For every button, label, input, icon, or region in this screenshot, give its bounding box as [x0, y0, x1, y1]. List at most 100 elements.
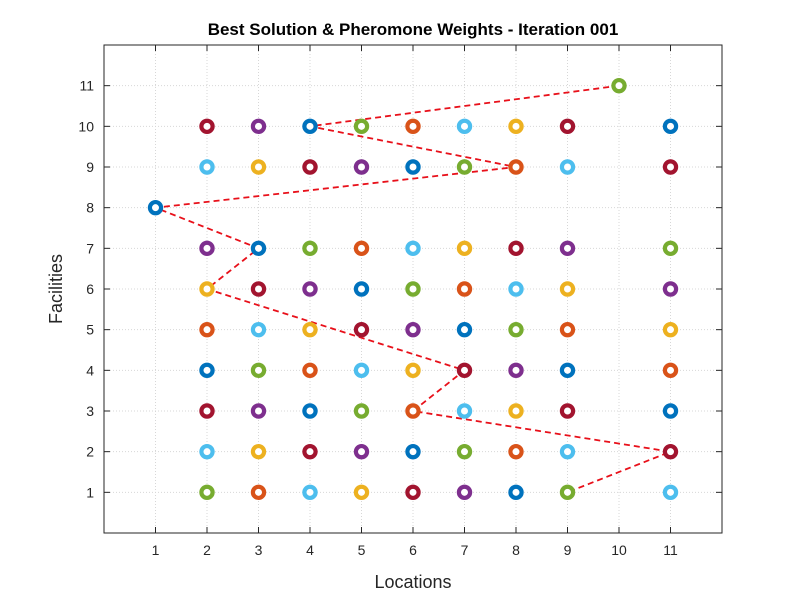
data-point	[456, 443, 473, 460]
data-point	[456, 118, 473, 135]
data-point	[199, 118, 215, 135]
data-point	[405, 159, 421, 175]
y-tick-label: 5	[86, 322, 94, 338]
data-point	[250, 281, 267, 297]
data-point	[456, 281, 473, 297]
points-layer	[147, 77, 679, 501]
x-tick-label: 7	[461, 542, 469, 558]
data-point	[559, 118, 576, 135]
data-point	[508, 403, 524, 419]
data-point	[199, 443, 215, 460]
y-tick-label: 4	[86, 362, 94, 378]
data-point	[662, 403, 679, 419]
data-point	[302, 118, 318, 135]
data-point	[302, 321, 318, 338]
data-point	[405, 443, 421, 460]
data-point	[250, 240, 267, 257]
data-point	[662, 118, 679, 135]
data-point	[559, 159, 576, 175]
x-tick-label: 2	[203, 542, 211, 558]
data-point	[199, 159, 215, 175]
data-point	[508, 159, 524, 175]
data-point	[662, 321, 679, 338]
y-axis-label: Facilities	[46, 254, 66, 324]
data-point	[662, 240, 679, 257]
data-point	[302, 159, 318, 175]
data-point	[405, 403, 421, 419]
data-point	[662, 443, 679, 460]
data-point	[662, 362, 679, 379]
x-tick-label: 10	[611, 542, 627, 558]
data-point	[559, 484, 576, 501]
y-tick-label: 3	[86, 403, 94, 419]
x-tick-label: 5	[358, 542, 366, 558]
data-point	[405, 362, 421, 379]
data-point	[508, 240, 524, 257]
x-tick-label: 3	[255, 542, 263, 558]
data-point	[405, 484, 421, 501]
data-point	[302, 443, 318, 460]
data-point	[456, 484, 473, 501]
data-point	[611, 77, 627, 94]
data-point	[250, 362, 267, 379]
data-point	[353, 362, 370, 379]
data-point	[250, 321, 267, 338]
x-tick-label: 8	[512, 542, 520, 558]
data-point	[559, 240, 576, 257]
data-point	[250, 118, 267, 135]
data-point	[199, 403, 215, 419]
data-point	[456, 403, 473, 419]
data-point	[250, 403, 267, 419]
data-point	[559, 281, 576, 297]
data-point	[508, 321, 524, 338]
y-tick-label: 2	[86, 444, 94, 460]
data-point	[147, 199, 164, 216]
data-point	[508, 281, 524, 297]
data-point	[456, 362, 473, 379]
data-point	[199, 362, 215, 379]
data-point	[250, 484, 267, 501]
data-point	[199, 484, 215, 501]
data-point	[250, 443, 267, 460]
y-tick-label: 7	[86, 240, 94, 256]
data-point	[405, 281, 421, 297]
data-point	[456, 159, 473, 175]
y-tick-label: 11	[79, 78, 94, 94]
data-point	[559, 403, 576, 419]
y-tick-label: 6	[86, 281, 94, 297]
data-point	[353, 443, 370, 460]
data-point	[559, 443, 576, 460]
data-point	[405, 118, 421, 135]
data-point	[302, 240, 318, 257]
data-point	[302, 362, 318, 379]
x-tick-label: 6	[409, 542, 417, 558]
x-axis-label: Locations	[374, 572, 451, 592]
data-point	[456, 321, 473, 338]
data-point	[199, 240, 215, 257]
data-point	[250, 159, 267, 175]
y-tick-label: 10	[78, 118, 94, 134]
x-tick-label: 4	[306, 542, 314, 558]
x-tick-label: 11	[663, 542, 678, 558]
data-point	[508, 362, 524, 379]
data-point	[353, 118, 370, 135]
data-point	[353, 403, 370, 419]
data-point	[456, 240, 473, 257]
data-point	[199, 321, 215, 338]
data-point	[508, 118, 524, 135]
chart-title: Best Solution & Pheromone Weights - Iter…	[208, 20, 619, 39]
data-point	[662, 159, 679, 175]
data-point	[302, 281, 318, 297]
data-point	[353, 321, 370, 338]
y-tick-label: 9	[86, 159, 94, 175]
data-point	[559, 321, 576, 338]
data-point	[662, 281, 679, 297]
data-point	[353, 159, 370, 175]
data-point	[405, 240, 421, 257]
data-point	[353, 281, 370, 297]
y-tick-label: 1	[86, 484, 94, 500]
data-point	[662, 484, 679, 501]
